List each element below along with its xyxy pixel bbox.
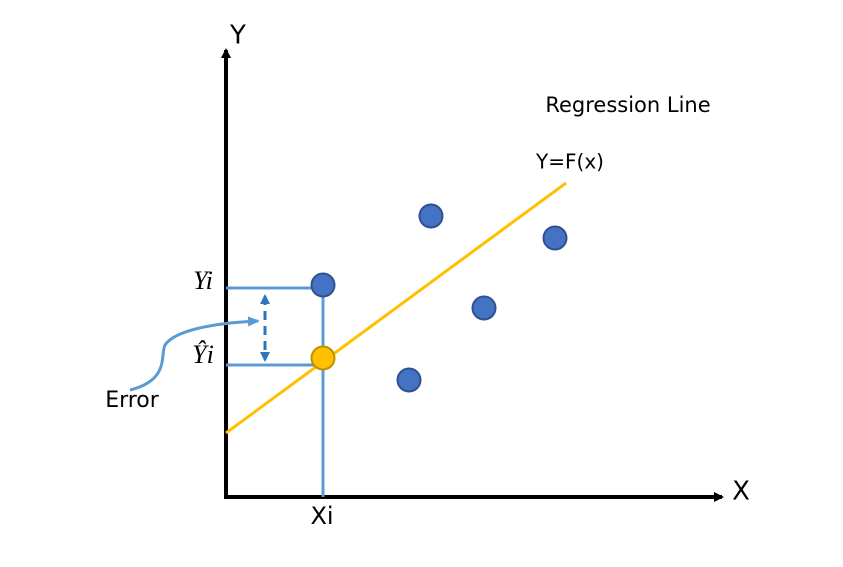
observed-label: Yi — [193, 266, 213, 295]
data-point — [542, 225, 568, 251]
data-point — [471, 295, 497, 321]
x-axis-label: X — [732, 477, 750, 507]
data-point — [396, 367, 422, 393]
predicted-label: Ŷi — [192, 340, 214, 369]
xi-label: Xi — [310, 502, 333, 530]
y-axis-label: Y — [229, 21, 246, 51]
predicted-point — [310, 345, 336, 371]
data-point — [418, 203, 444, 229]
regression-title: Regression Line — [545, 93, 710, 117]
regression-equation: Y=F(x) — [535, 150, 604, 174]
regression-line — [225, 181, 567, 435]
error-label: Error — [105, 388, 160, 413]
error-pointer — [129, 316, 260, 392]
data-point — [310, 272, 336, 298]
